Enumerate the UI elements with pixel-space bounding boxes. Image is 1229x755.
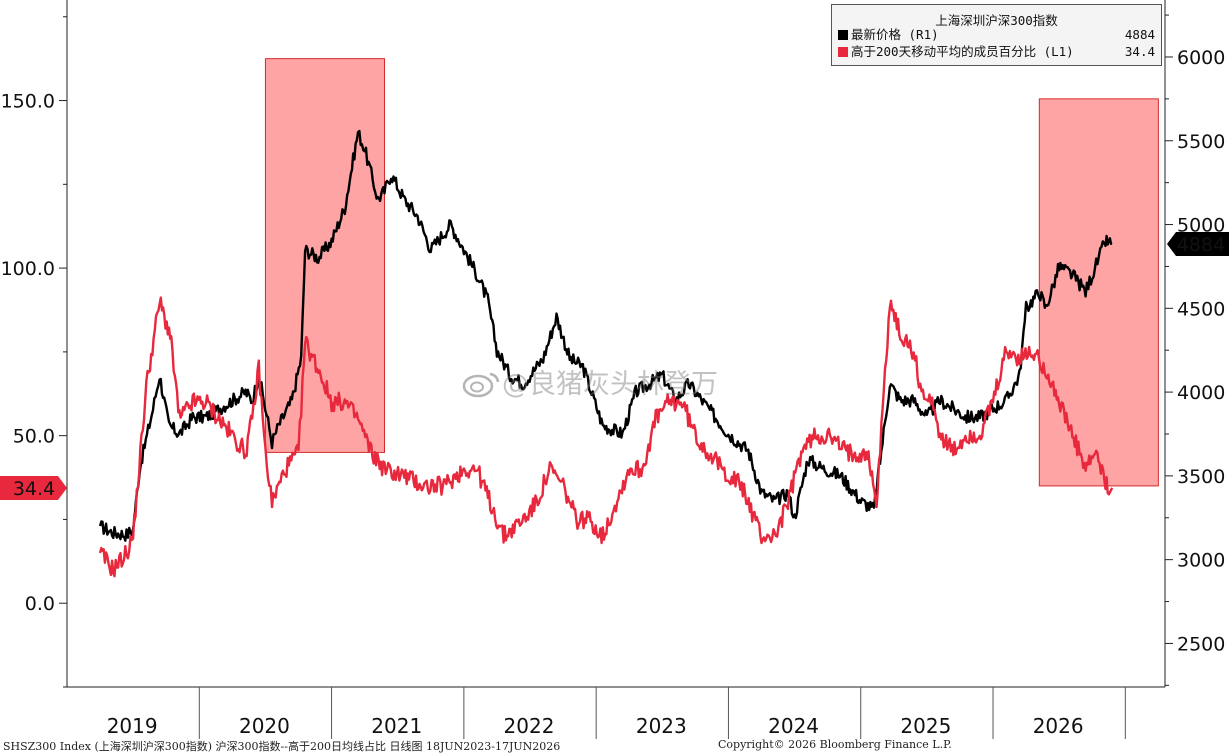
legend-value-price: 4884 bbox=[1124, 27, 1155, 42]
chart-legend: 上海深圳沪深300指数 最新价格 (R1) 4884 高于200天移动平均的成员… bbox=[831, 4, 1162, 66]
left-value-tag-text: 34.4 bbox=[13, 478, 55, 500]
right-tick-label: 4000 bbox=[1177, 382, 1225, 404]
x-tick-label: 2025 bbox=[900, 714, 951, 738]
left-tick-label: 50.0 bbox=[13, 426, 55, 448]
left-tick-label: 100.0 bbox=[1, 258, 55, 280]
legend-title: 上海深圳沪深300指数 bbox=[935, 13, 1058, 28]
legend-entry-price: 最新价格 (R1) 4884 bbox=[838, 27, 1155, 43]
right-tick-label: 5500 bbox=[1177, 131, 1225, 153]
highlight-period-2 bbox=[1038, 98, 1159, 487]
right-tick-label: 2500 bbox=[1177, 633, 1225, 655]
x-tick-label: 2019 bbox=[107, 714, 158, 738]
legend-entry-breadth: 高于200天移动平均的成员百分比 (L1) 34.4 bbox=[838, 44, 1155, 60]
legend-label-price: 最新价格 (R1) bbox=[851, 27, 939, 42]
right-tick-label: 3000 bbox=[1177, 550, 1225, 572]
legend-label-breadth: 高于200天移动平均的成员百分比 (L1) bbox=[851, 44, 1074, 59]
right-value-tag-text: 4884 bbox=[1177, 234, 1225, 256]
right-value-tag bbox=[1167, 231, 1229, 256]
x-tick-label: 2022 bbox=[504, 714, 555, 738]
x-tick-label: 2024 bbox=[768, 714, 819, 738]
right-tick-label: 6000 bbox=[1177, 47, 1225, 69]
left-tick-label: 150.0 bbox=[1, 91, 55, 113]
x-tick-label: 2026 bbox=[1033, 714, 1084, 738]
series-line-breadth bbox=[98, 296, 1114, 578]
x-tick-label: 2023 bbox=[636, 714, 687, 738]
x-tick-label: 2020 bbox=[239, 714, 290, 738]
legend-swatch-black bbox=[838, 30, 848, 40]
weibo-logo-icon bbox=[462, 372, 500, 398]
left-value-tag bbox=[0, 475, 67, 500]
x-tick-label: 2021 bbox=[371, 714, 422, 738]
right-tick-label: 4500 bbox=[1177, 298, 1225, 320]
legend-swatch-red bbox=[838, 47, 848, 57]
legend-value-breadth: 34.4 bbox=[1124, 44, 1155, 59]
right-tick-label: 3500 bbox=[1177, 466, 1225, 488]
right-tick-label: 5000 bbox=[1177, 215, 1225, 237]
left-tick-label: 0.0 bbox=[25, 593, 55, 615]
watermark: @良猪灰头林登万 bbox=[462, 362, 718, 401]
watermark-text: @良猪灰头林登万 bbox=[502, 369, 718, 400]
footer-source: SHSZ300 Index (上海深圳沪深300指数) 沪深300指数--高于2… bbox=[3, 740, 561, 753]
series-line-price bbox=[98, 129, 1113, 542]
footer-copyright: Copyright© 2026 Bloomberg Finance L.P. bbox=[718, 738, 952, 751]
